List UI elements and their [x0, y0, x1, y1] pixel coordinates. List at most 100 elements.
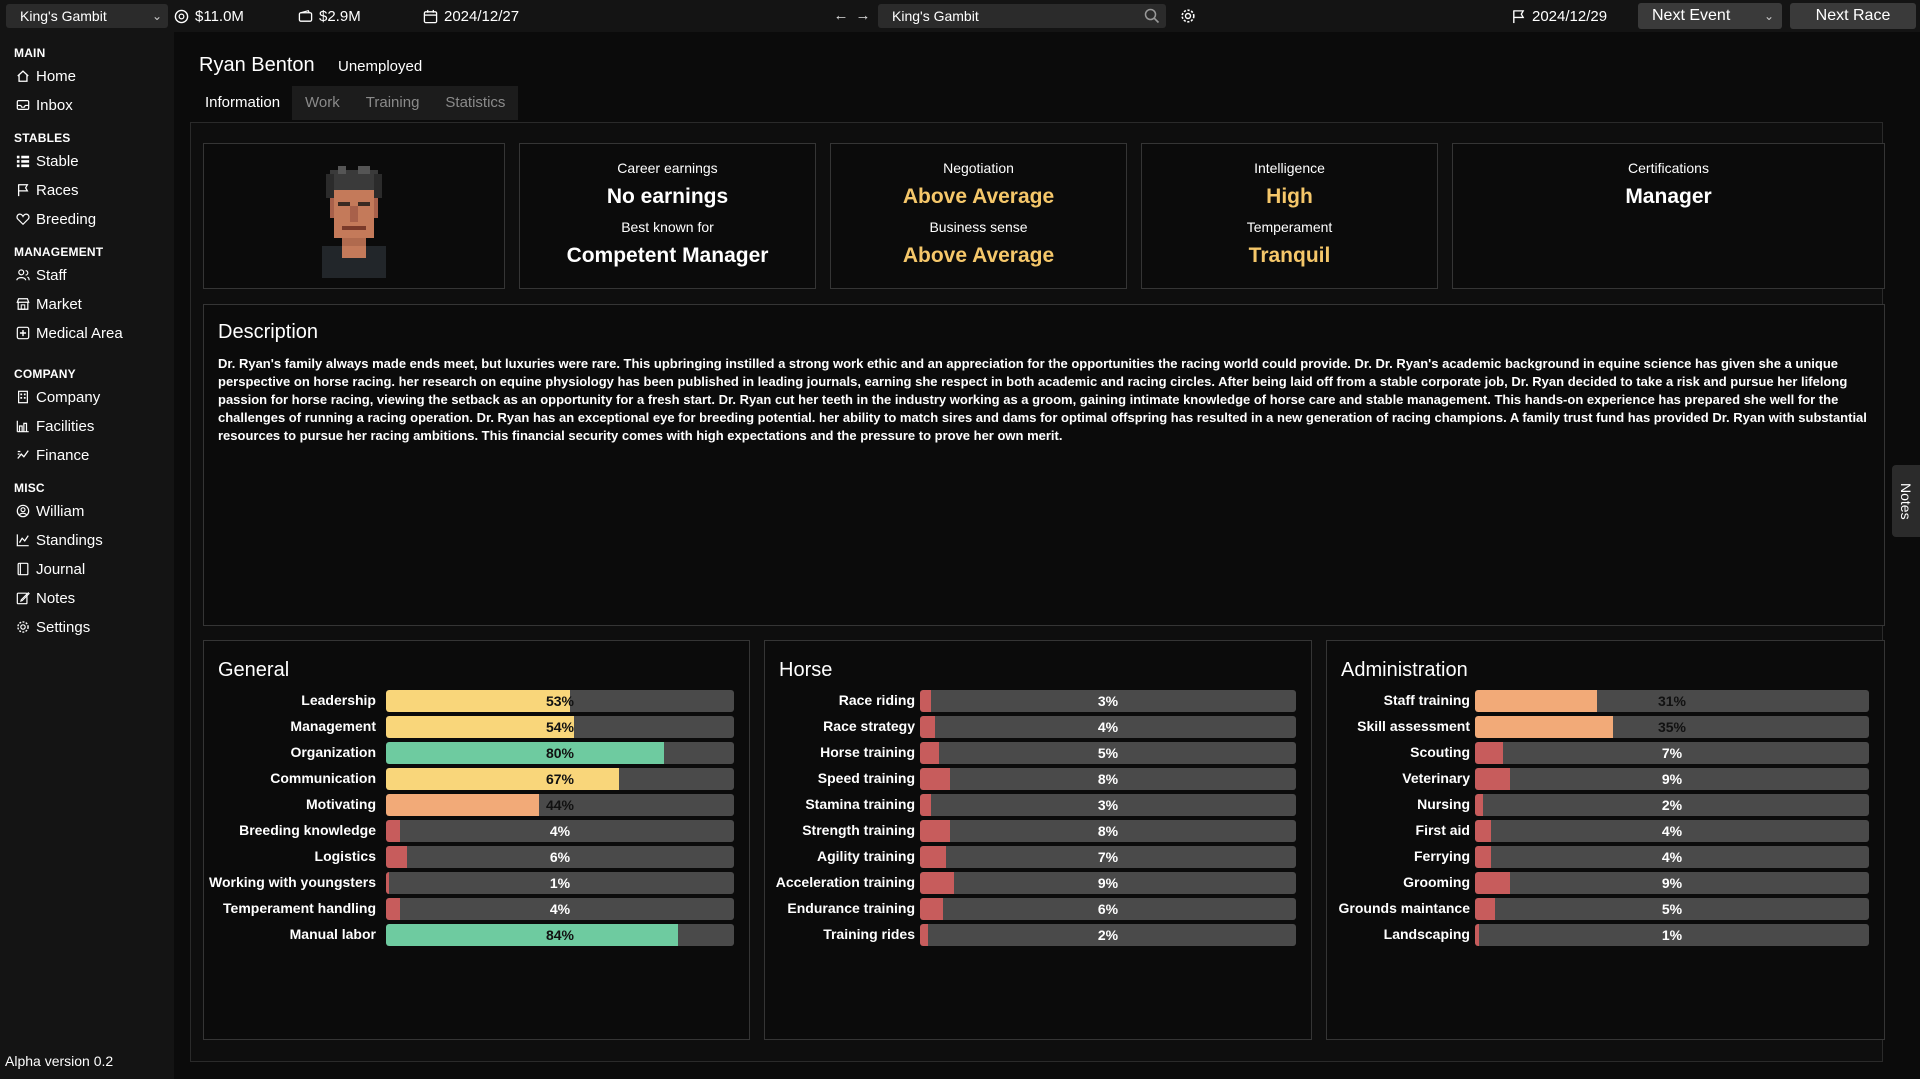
skill-bar-value: 53%: [545, 693, 575, 709]
current-date-stat: 2024/12/27: [423, 0, 519, 32]
skill-bar: 8%: [920, 820, 1296, 842]
sidebar-item-stable[interactable]: Stable: [16, 151, 79, 171]
sidebar-item-market[interactable]: Market: [16, 294, 82, 314]
search-input[interactable]: [878, 4, 1166, 28]
skill-bar-value: 31%: [1657, 693, 1687, 709]
general-skills-title: General: [218, 659, 290, 681]
gear-icon: [17, 621, 29, 633]
skill-bar: 35%: [1475, 716, 1869, 738]
skill-bar-value: 8%: [1097, 771, 1119, 787]
skill-label: Stamina training: [805, 796, 915, 812]
skill-label: Ferrying: [1413, 848, 1470, 864]
best-known-label: Best known for: [621, 219, 714, 235]
skill-label: Breeding knowledge: [239, 822, 376, 838]
skill-bar-fill: [920, 716, 936, 738]
career-earnings-label: Career earnings: [617, 160, 718, 176]
skill-label: Race riding: [838, 692, 915, 708]
skill-bar-fill: [1475, 716, 1613, 738]
sidebar-item-staff[interactable]: Staff: [16, 265, 67, 285]
staff-icon: [16, 269, 30, 281]
skill-row: Acceleration training 9%: [765, 872, 1296, 894]
tab-work[interactable]: Work: [292, 86, 353, 120]
temperament-label: Temperament: [1246, 219, 1333, 235]
sidebar-item-william[interactable]: William: [16, 501, 84, 521]
administration-skills-panel: Administration Staff training 31% Skill as…: [1326, 640, 1885, 1040]
gear-icon[interactable]: [1180, 8, 1196, 24]
finance-icon: [17, 450, 29, 459]
business-sense-label: Business sense: [929, 219, 1028, 235]
tab-training[interactable]: Training: [352, 86, 433, 120]
skill-bar: 4%: [386, 820, 734, 842]
skill-bar-value: 80%: [545, 745, 575, 761]
notes-side-tab[interactable]: Notes: [1892, 465, 1920, 537]
search-icon[interactable]: [1144, 8, 1160, 24]
skill-bar-value: 9%: [1097, 875, 1119, 891]
sidebar-item-label: Medical Area: [36, 324, 123, 342]
skill-bar: 84%: [386, 924, 734, 946]
sidebar-item-standings[interactable]: Standings: [16, 530, 103, 550]
sidebar-item-label: Stable: [36, 152, 79, 170]
skill-bar: 2%: [1475, 794, 1869, 816]
skill-row: Strength training 8%: [765, 820, 1296, 842]
skill-bar-value: 6%: [1097, 901, 1119, 917]
skill-bar-fill: [920, 820, 951, 842]
skill-label: Landscaping: [1383, 926, 1470, 942]
bank-stat: $2.9M: [298, 0, 361, 32]
skill-row: Veterinary 9%: [1327, 768, 1869, 790]
sidebar-item-facilities[interactable]: Facilities: [16, 416, 94, 436]
description-title: Description: [218, 321, 319, 343]
sidebar: MAIN Home Inbox STABLES Stable Races Bre…: [0, 32, 174, 1079]
forward-arrow-icon[interactable]: →: [855, 7, 871, 24]
skill-label: Leadership: [301, 692, 376, 708]
sidebar-item-races[interactable]: Races: [16, 180, 79, 200]
skill-label: Staff training: [1383, 692, 1470, 708]
sidebar-item-company[interactable]: Company: [16, 387, 100, 407]
sidebar-item-notes[interactable]: Notes: [16, 588, 75, 608]
skill-label: Skill assessment: [1357, 718, 1470, 734]
sidebar-item-label: Breeding: [36, 210, 97, 228]
sidebar-item-finance[interactable]: Finance: [16, 445, 89, 465]
career-card: Career earnings No earnings Best known f…: [519, 143, 816, 289]
sidebar-item-label: Market: [36, 295, 82, 313]
sidebar-item-medical-area[interactable]: Medical Area: [16, 323, 123, 343]
sidebar-item-inbox[interactable]: Inbox: [16, 95, 73, 115]
best-known-value: Competent Manager: [566, 244, 769, 267]
skill-row: Horse training 5%: [765, 742, 1296, 764]
skill-label: Grounds maintance: [1338, 900, 1470, 916]
skill-label: Manual labor: [289, 926, 376, 942]
next-event-dropdown[interactable]: Next Event ⌄: [1638, 3, 1782, 29]
skill-bar-fill: [1475, 898, 1495, 920]
tab-statistics[interactable]: Statistics: [432, 86, 519, 120]
skill-bar-fill: [1475, 924, 1479, 946]
skill-bar-fill: [920, 690, 932, 712]
skill-bar-value: 44%: [545, 797, 575, 813]
skill-row: Working with youngsters 1%: [204, 872, 734, 894]
skill-bar-fill: [1475, 742, 1503, 764]
facilities-icon: [16, 420, 29, 433]
skill-label: Acceleration training: [775, 874, 915, 890]
flag-icon: [17, 184, 29, 197]
back-arrow-icon[interactable]: ←: [833, 7, 849, 24]
sidebar-item-settings[interactable]: Settings: [16, 617, 90, 637]
sidebar-item-home[interactable]: Home: [16, 66, 76, 86]
skill-label: First aid: [1415, 822, 1470, 838]
sidebar-item-breeding[interactable]: Breeding: [16, 209, 96, 229]
sidebar-item-journal[interactable]: Journal: [16, 559, 85, 579]
skill-label: Training rides: [823, 926, 915, 942]
skill-row: Communication 67%: [204, 768, 734, 790]
next-race-button[interactable]: Next Race: [1790, 3, 1916, 29]
skill-label: Organization: [290, 744, 376, 760]
chevron-down-icon: ⌄: [1763, 9, 1774, 23]
skill-bar-value: 4%: [549, 901, 571, 917]
sidebar-item-label: Inbox: [36, 96, 73, 114]
skill-row: First aid 4%: [1327, 820, 1869, 842]
tab-information[interactable]: Information: [205, 94, 281, 111]
skill-bar: 31%: [1475, 690, 1869, 712]
skill-label: Grooming: [1403, 874, 1470, 890]
negotiation-card: Negotiation Above Average Business sense…: [830, 143, 1127, 289]
skill-bar-fill: [386, 820, 400, 842]
sidebar-item-label: William: [36, 502, 85, 520]
skill-bar-value: 7%: [1661, 745, 1683, 761]
stable-select[interactable]: King's Gambit ⌄: [6, 4, 168, 28]
skill-bar: 3%: [920, 690, 1296, 712]
